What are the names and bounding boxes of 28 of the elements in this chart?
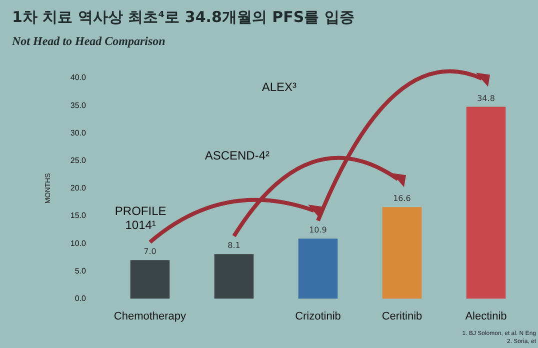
y-tick-label: 5.0 (74, 266, 87, 276)
y-tick-label: 35.0 (70, 100, 87, 110)
data-label: 8.1 (228, 241, 240, 250)
data-label: 7.0 (144, 247, 156, 256)
bar (382, 207, 422, 299)
y-tick-label: 15.0 (70, 211, 87, 220)
bar (466, 106, 506, 299)
y-tick-label: 30.0 (70, 128, 87, 138)
chart-subtitle: Not Head to Head Comparison (12, 34, 166, 49)
y-tick-label: 0.0 (74, 294, 87, 304)
x-tick-label: Crizotinib (295, 310, 341, 322)
y-tick-label: 40.0 (70, 73, 87, 82)
data-label: 10.9 (309, 226, 327, 235)
x-tick-label: Chemotherapy (114, 310, 187, 322)
data-label: 16.6 (393, 194, 411, 204)
annotation: PROFILE 1014¹ (114, 204, 166, 232)
y-tick-label: 20.0 (70, 184, 87, 193)
annotation: ALEX³ (262, 80, 297, 94)
chart-title: 1차 치료 역사상 최초⁴로 34.8개월의 PFS를 입증 (12, 8, 354, 27)
bar (130, 260, 170, 299)
annotation: ASCEND-4² (204, 148, 270, 163)
data-label: 34.8 (477, 94, 495, 103)
x-tick-label: Ceritinib (382, 310, 422, 322)
bar (214, 254, 254, 299)
x-tick-label: Alectinib (465, 310, 507, 322)
y-tick-label: 25.0 (70, 156, 87, 166)
bar (298, 238, 338, 299)
y-tick-label: 10.0 (70, 238, 87, 248)
